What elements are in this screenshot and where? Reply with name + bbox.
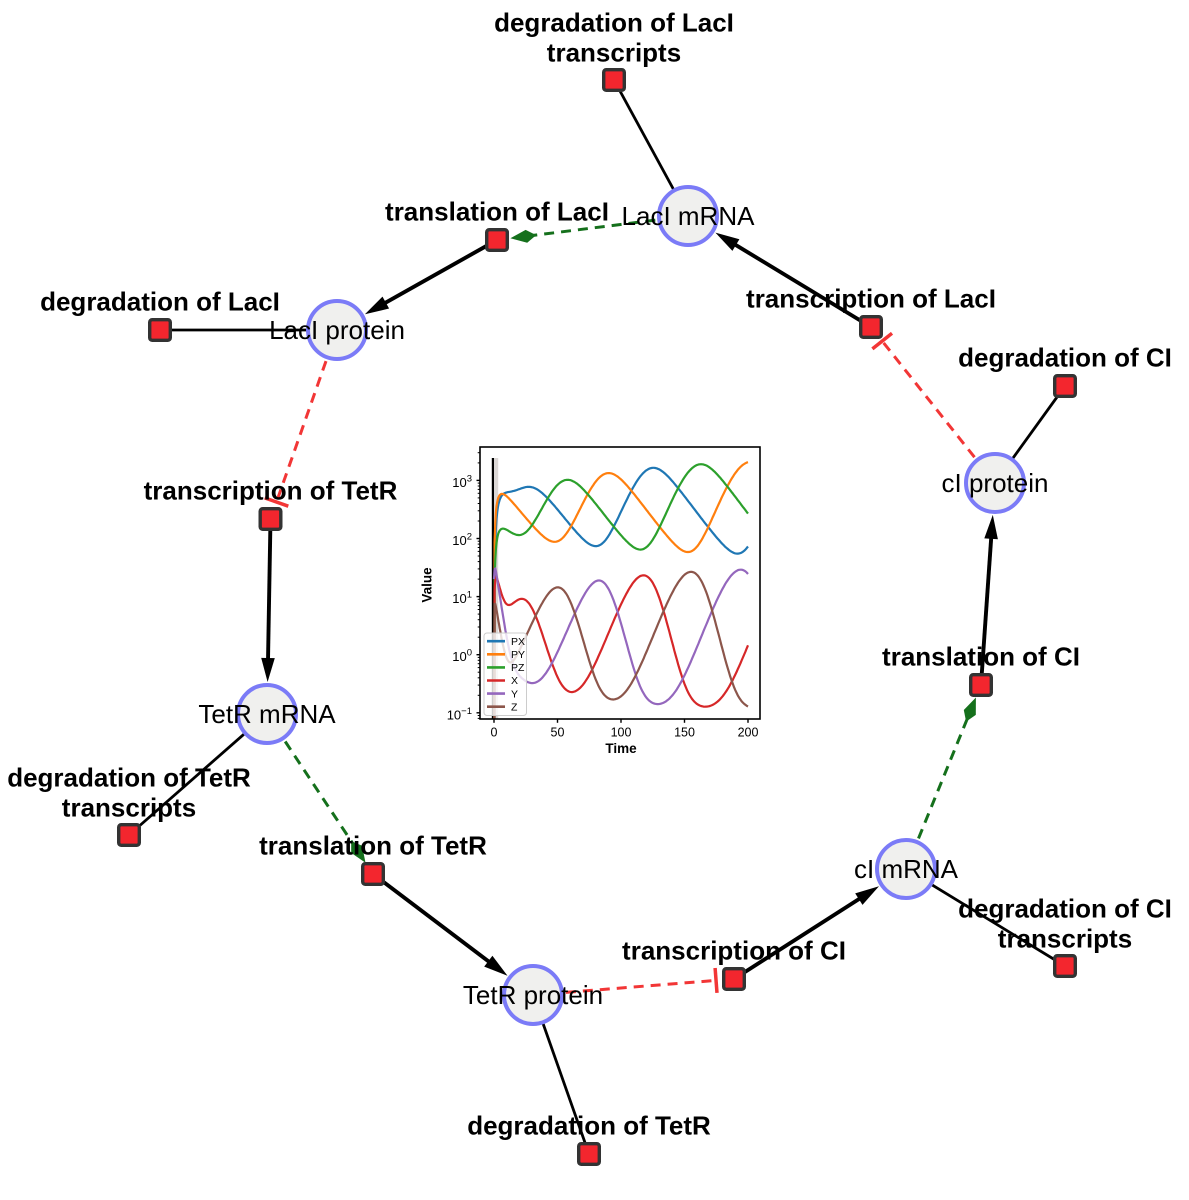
svg-text:transcripts: transcripts bbox=[998, 924, 1132, 954]
svg-text:translation of CI: translation of CI bbox=[882, 642, 1080, 672]
svg-text:transcription of CI: transcription of CI bbox=[622, 936, 846, 966]
svg-text:degradation of CI: degradation of CI bbox=[958, 894, 1172, 924]
svg-text:LacI mRNA: LacI mRNA bbox=[622, 201, 756, 231]
svg-text:transcripts: transcripts bbox=[62, 793, 196, 823]
svg-text:TetR protein: TetR protein bbox=[463, 980, 603, 1010]
svg-text:0: 0 bbox=[491, 726, 498, 740]
svg-text:PX: PX bbox=[511, 636, 525, 648]
svg-text:TetR mRNA: TetR mRNA bbox=[198, 699, 336, 729]
svg-text:LacI protein: LacI protein bbox=[269, 315, 405, 345]
svg-text:Time: Time bbox=[605, 741, 637, 756]
svg-text:Z: Z bbox=[511, 701, 518, 713]
svg-text:translation of LacI: translation of LacI bbox=[385, 197, 609, 227]
svg-text:150: 150 bbox=[674, 726, 695, 740]
svg-text:transcripts: transcripts bbox=[547, 38, 681, 68]
svg-text:cI mRNA: cI mRNA bbox=[854, 854, 959, 884]
svg-text:Value: Value bbox=[420, 567, 435, 603]
svg-text:degradation of LacI: degradation of LacI bbox=[40, 287, 280, 317]
svg-text:translation of TetR: translation of TetR bbox=[259, 831, 487, 861]
svg-text:degradation of TetR: degradation of TetR bbox=[7, 763, 251, 793]
svg-text:Y: Y bbox=[511, 688, 518, 700]
svg-text:cI protein: cI protein bbox=[942, 468, 1049, 498]
svg-text:200: 200 bbox=[738, 726, 759, 740]
svg-text:degradation of LacI: degradation of LacI bbox=[494, 8, 734, 38]
svg-text:transcription of TetR: transcription of TetR bbox=[144, 476, 398, 506]
svg-text:PZ: PZ bbox=[511, 662, 525, 674]
svg-text:100: 100 bbox=[611, 726, 632, 740]
svg-text:50: 50 bbox=[551, 726, 565, 740]
svg-text:PY: PY bbox=[511, 649, 525, 661]
svg-text:X: X bbox=[511, 675, 518, 687]
svg-text:transcription of LacI: transcription of LacI bbox=[746, 284, 996, 314]
svg-text:degradation of CI: degradation of CI bbox=[958, 343, 1172, 373]
svg-text:degradation of TetR: degradation of TetR bbox=[467, 1111, 711, 1141]
